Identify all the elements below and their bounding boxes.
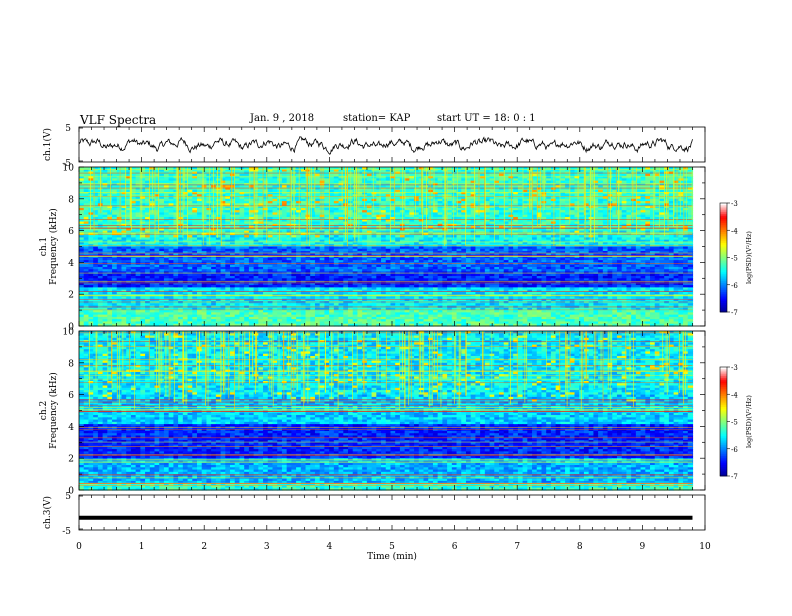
- plot-area: 5-5ch.1(V)0246810ch.1Frequency (kHz)-3-4…: [0, 0, 792, 612]
- y-axis-label-ch1-waveform: ch.1(V): [42, 128, 53, 161]
- series-line-ch1: [79, 137, 693, 155]
- y-tick-label: 5: [65, 124, 71, 134]
- spectrogram-ch1: [79, 167, 693, 327]
- chart-title: VLF Spectra: [80, 113, 156, 127]
- station-label: station= KAP: [343, 113, 410, 124]
- date-label: Jan. 9 , 2018: [250, 113, 314, 124]
- start-time-label: start UT = 18: 0 : 1: [437, 113, 536, 124]
- vlf-figure: VLF Spectra Jan. 9 , 2018 station= KAP s…: [0, 0, 792, 612]
